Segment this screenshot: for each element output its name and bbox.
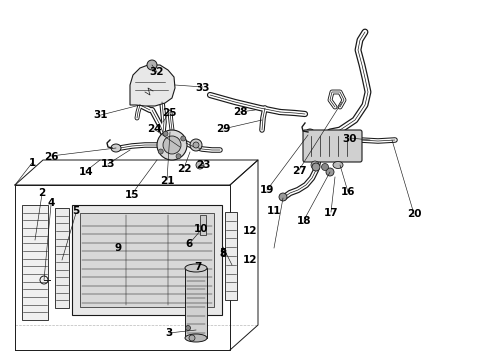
Text: 12: 12 bbox=[243, 226, 257, 236]
Text: 27: 27 bbox=[292, 166, 306, 176]
Bar bbox=[225, 212, 237, 300]
Circle shape bbox=[176, 154, 181, 159]
Text: 29: 29 bbox=[216, 124, 230, 134]
Text: 8: 8 bbox=[220, 249, 227, 259]
FancyBboxPatch shape bbox=[303, 130, 362, 162]
Bar bbox=[185, 268, 207, 338]
Ellipse shape bbox=[111, 144, 121, 152]
Text: 5: 5 bbox=[220, 248, 227, 258]
Circle shape bbox=[186, 325, 191, 330]
Text: 21: 21 bbox=[160, 176, 174, 186]
Text: 23: 23 bbox=[196, 160, 210, 170]
Text: 15: 15 bbox=[125, 190, 139, 200]
Circle shape bbox=[189, 335, 195, 341]
Circle shape bbox=[312, 163, 320, 171]
Ellipse shape bbox=[306, 129, 314, 135]
Text: 11: 11 bbox=[267, 206, 281, 216]
Text: 2: 2 bbox=[38, 188, 46, 198]
Text: 20: 20 bbox=[407, 209, 421, 219]
Ellipse shape bbox=[190, 139, 202, 151]
Text: 7: 7 bbox=[195, 262, 202, 272]
Circle shape bbox=[321, 163, 328, 171]
Ellipse shape bbox=[193, 142, 199, 148]
Text: 17: 17 bbox=[324, 208, 338, 218]
Bar bbox=[55, 208, 69, 308]
Text: 3: 3 bbox=[166, 328, 172, 338]
Polygon shape bbox=[130, 65, 175, 106]
Text: 9: 9 bbox=[115, 243, 122, 253]
Ellipse shape bbox=[185, 334, 207, 342]
Bar bbox=[22, 205, 48, 320]
Circle shape bbox=[181, 136, 186, 141]
Text: 22: 22 bbox=[177, 164, 191, 174]
Bar bbox=[200, 215, 206, 235]
Text: 16: 16 bbox=[341, 187, 355, 197]
Text: 30: 30 bbox=[343, 134, 357, 144]
Circle shape bbox=[326, 168, 334, 176]
Text: 31: 31 bbox=[94, 110, 108, 120]
Text: 14: 14 bbox=[79, 167, 93, 177]
Text: 19: 19 bbox=[260, 185, 274, 195]
Bar bbox=[80, 213, 214, 307]
Text: 18: 18 bbox=[297, 216, 311, 226]
Text: 13: 13 bbox=[101, 159, 115, 169]
Text: 5: 5 bbox=[73, 206, 79, 216]
Text: 25: 25 bbox=[162, 108, 176, 118]
Circle shape bbox=[311, 161, 319, 169]
Circle shape bbox=[158, 149, 163, 154]
Text: 12: 12 bbox=[243, 255, 257, 265]
Ellipse shape bbox=[163, 136, 181, 154]
Ellipse shape bbox=[157, 130, 187, 160]
Text: 26: 26 bbox=[44, 152, 58, 162]
Ellipse shape bbox=[185, 264, 207, 272]
Text: 24: 24 bbox=[147, 124, 161, 134]
Ellipse shape bbox=[333, 162, 343, 168]
Text: 10: 10 bbox=[194, 224, 208, 234]
Text: 33: 33 bbox=[196, 83, 210, 93]
Text: 1: 1 bbox=[28, 158, 36, 168]
Text: 28: 28 bbox=[233, 107, 247, 117]
Circle shape bbox=[147, 60, 157, 70]
Circle shape bbox=[196, 161, 204, 169]
Circle shape bbox=[163, 131, 168, 136]
Text: 32: 32 bbox=[150, 67, 164, 77]
Bar bbox=[72, 205, 222, 315]
Text: 4: 4 bbox=[48, 198, 55, 208]
Text: 6: 6 bbox=[185, 239, 193, 249]
Circle shape bbox=[279, 193, 287, 201]
